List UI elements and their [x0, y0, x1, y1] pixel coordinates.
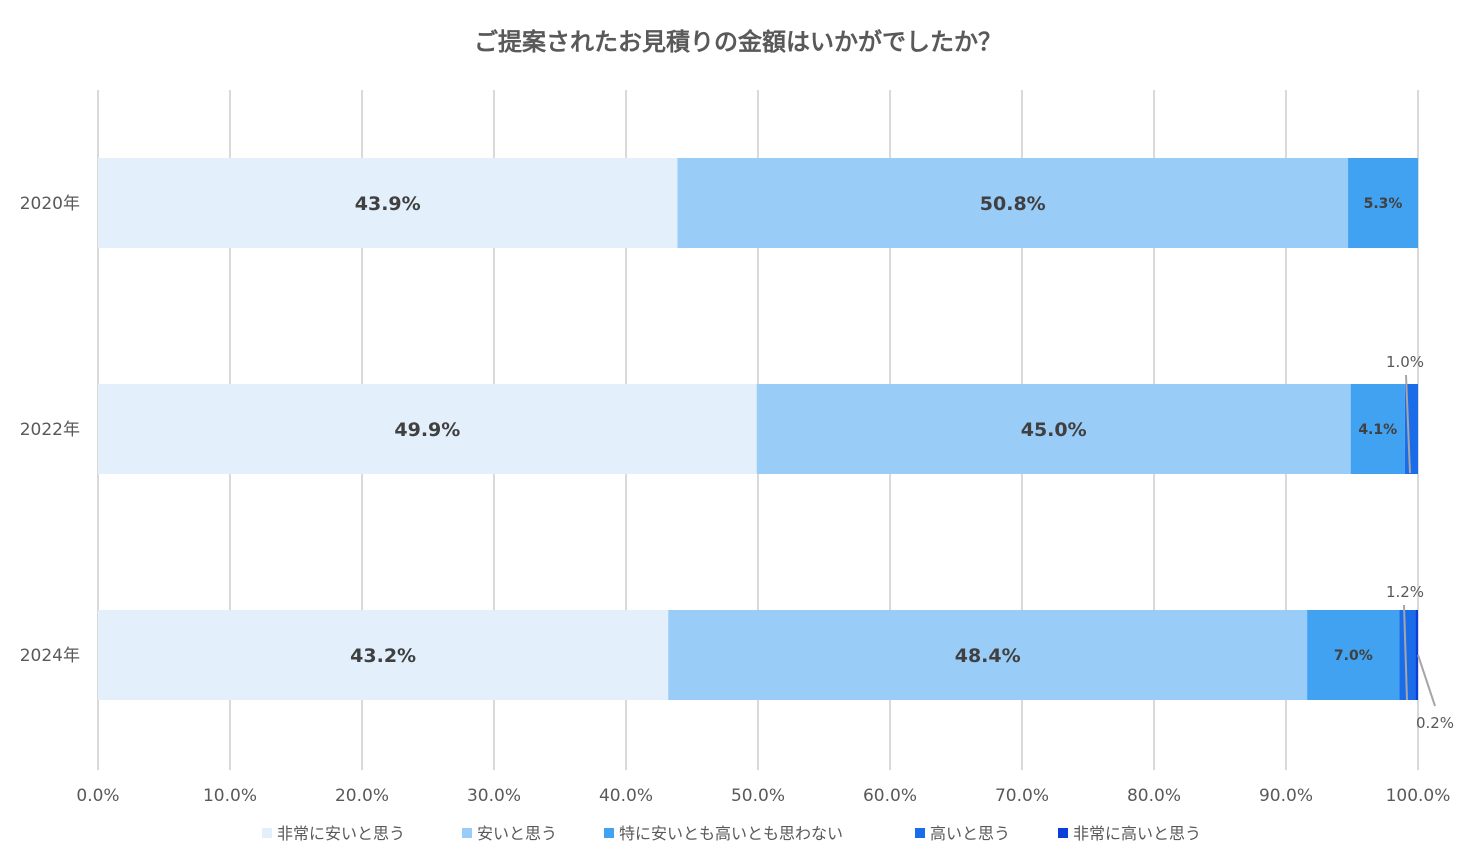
bar-segment	[98, 158, 678, 248]
legend-swatch	[915, 828, 925, 838]
data-label: 1.0%	[1386, 353, 1424, 371]
x-tick-label: 50.0%	[731, 786, 785, 806]
legend-swatch	[462, 828, 472, 838]
legend-label: 高いと思う	[930, 824, 1010, 843]
x-tick-label: 100.0%	[1386, 786, 1451, 806]
x-tick-label: 30.0%	[467, 786, 521, 806]
legend-swatch	[1058, 828, 1068, 838]
data-label: 43.9%	[355, 193, 421, 215]
leader-line	[1405, 374, 1411, 474]
x-tick-label: 40.0%	[599, 786, 653, 806]
x-tick-label: 0.0%	[76, 786, 119, 806]
chart-title: ご提案されたお見積りの金額はいかがでしたか？	[474, 28, 1002, 56]
legend-label: 安いと思う	[477, 824, 557, 843]
legend-label: 非常に安いと思う	[277, 824, 405, 843]
leader-line	[1403, 604, 1408, 701]
x-tick-label: 90.0%	[1259, 786, 1313, 806]
leader-line	[1417, 654, 1436, 707]
legend-swatch	[604, 828, 614, 838]
bar-segment	[1415, 610, 1418, 700]
bar-segment	[1348, 158, 1418, 248]
x-tick-label: 80.0%	[1127, 786, 1181, 806]
data-label: 0.2%	[1416, 714, 1454, 732]
data-label: 45.0%	[1021, 419, 1087, 441]
data-label: 48.4%	[955, 645, 1021, 667]
x-tick-label: 60.0%	[863, 786, 917, 806]
bar-segment	[98, 610, 669, 700]
data-label: 7.0%	[1334, 648, 1373, 664]
bar-segment	[1350, 384, 1405, 474]
x-tick-label: 20.0%	[335, 786, 389, 806]
bar-segment	[668, 610, 1308, 700]
y-category-label: 2022年	[20, 420, 80, 440]
legend-label: 特に安いとも高いとも思わない	[619, 824, 843, 843]
bar-segment	[677, 158, 1349, 248]
x-tick-label: 70.0%	[995, 786, 1049, 806]
data-label: 5.3%	[1364, 196, 1403, 212]
bar-segment	[98, 384, 757, 474]
data-label: 4.1%	[1358, 422, 1397, 438]
data-label: 43.2%	[350, 645, 416, 667]
bar-segment	[756, 384, 1351, 474]
y-category-label: 2020年	[20, 194, 80, 214]
bar-segment	[1399, 610, 1416, 700]
x-tick-label: 10.0%	[203, 786, 257, 806]
data-label: 1.2%	[1386, 583, 1424, 601]
legend-label: 非常に高いと思う	[1073, 824, 1201, 843]
bar-segment	[1307, 610, 1400, 700]
data-label: 49.9%	[394, 419, 460, 441]
data-label: 50.8%	[980, 193, 1046, 215]
y-category-label: 2024年	[20, 646, 80, 666]
legend-swatch	[262, 828, 272, 838]
